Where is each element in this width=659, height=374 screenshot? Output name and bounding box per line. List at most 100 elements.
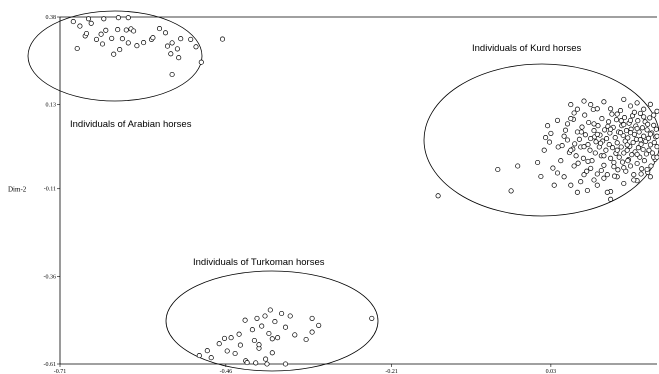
kurd-point [550,165,556,171]
turkoman-point [309,329,315,335]
turkoman-point [292,332,298,338]
kurd-point [580,155,586,161]
kurd-point [604,189,610,195]
arabian-group-label: Individuals of Arabian horses [70,119,192,130]
data-points [70,15,659,367]
kurd-point [614,147,620,153]
kurd-point [603,147,609,153]
kurd-point [581,172,587,178]
kurd-point [581,144,587,150]
kurd-point [654,108,659,114]
y-tick-label: 0.13 [46,103,57,109]
kurd-point [611,159,617,166]
arabian-point [93,36,100,42]
arabian-point [123,27,129,33]
kurd-point [592,150,598,156]
kurd-point [561,133,567,139]
kurd-point [622,138,628,144]
kurd-point [641,158,647,164]
kurd-point [618,118,624,124]
kurd-point [573,153,579,159]
arabian-point [188,36,194,42]
kurd-point [609,111,615,117]
kurd-point [623,128,630,134]
kurd-point [653,126,659,132]
y-tick-label: -0.61 [44,362,57,368]
turkoman-point [282,361,289,367]
y-tick-label: 0.38 [46,15,57,21]
kurd-point [645,121,651,127]
kurd-point [615,167,621,173]
kurd-point [564,121,571,127]
kurd-point [614,111,620,117]
turkoman-point [242,317,248,323]
kurd-point [627,117,634,123]
turkoman-point [269,350,275,356]
arabian-point [103,27,109,33]
kurd-point [591,128,597,134]
kurd-point [651,139,657,146]
arabian-point [83,30,90,37]
kurd-point [634,151,640,157]
turkoman-point [309,315,315,321]
turkoman-point [254,315,260,321]
kurd-point [568,147,574,153]
kurd-point [576,136,582,142]
kurd-point [543,135,549,141]
turkoman-point [263,356,269,362]
kurd-point [548,130,554,136]
kurd-point [639,125,645,131]
arabian-point [125,40,131,46]
kurd-group-label: Individuals of Kurd horses [472,43,582,54]
turkoman-point [287,313,293,319]
kurd-point [634,125,640,132]
turkoman-point [228,335,234,341]
kurd-point [651,112,657,118]
kurd-point [546,139,553,145]
kurd-point [631,172,637,178]
kurd-point [601,162,607,168]
kurd-point [635,145,641,151]
kurd-point [644,166,650,173]
arabian-point [77,23,83,29]
arabian-point [174,46,180,52]
kurd-point [627,163,634,169]
kurd-point [608,155,614,161]
x-tick-label: -0.46 [220,369,233,374]
kurd-point [640,146,646,153]
arabian-point [141,40,147,46]
kurd-point [648,163,654,169]
kurd-point [571,163,577,169]
kurd-point [574,189,580,195]
kurd-point [571,110,577,116]
arabian-point [168,51,174,57]
kurd-point [568,102,574,108]
arabian-point [98,31,104,37]
turkoman-point [253,360,259,366]
arabian-point [74,45,80,52]
arabian-point [88,20,94,26]
kurd-point [574,106,580,112]
arabian-point [101,16,107,22]
kurd-point [654,133,659,139]
arabian-point [198,59,204,65]
kurd-point [594,131,600,137]
kurd-point [594,106,600,112]
turkoman-point [244,360,250,366]
kurd-point [604,172,610,178]
turkoman-point [316,322,322,328]
kurd-point [611,173,618,179]
kurd-point [647,174,653,180]
kurd-point [588,165,594,171]
arabian-point [162,30,169,36]
kurd-point [561,174,567,180]
kurd-point [581,98,587,104]
kurd-point [625,158,631,164]
kurd-point [637,137,643,143]
kurd-point [625,135,631,141]
turkoman-point [267,307,273,313]
kurd-point [598,167,604,174]
kurd-point [554,170,561,176]
turkoman-point [256,342,262,348]
turkoman-point [272,319,278,325]
